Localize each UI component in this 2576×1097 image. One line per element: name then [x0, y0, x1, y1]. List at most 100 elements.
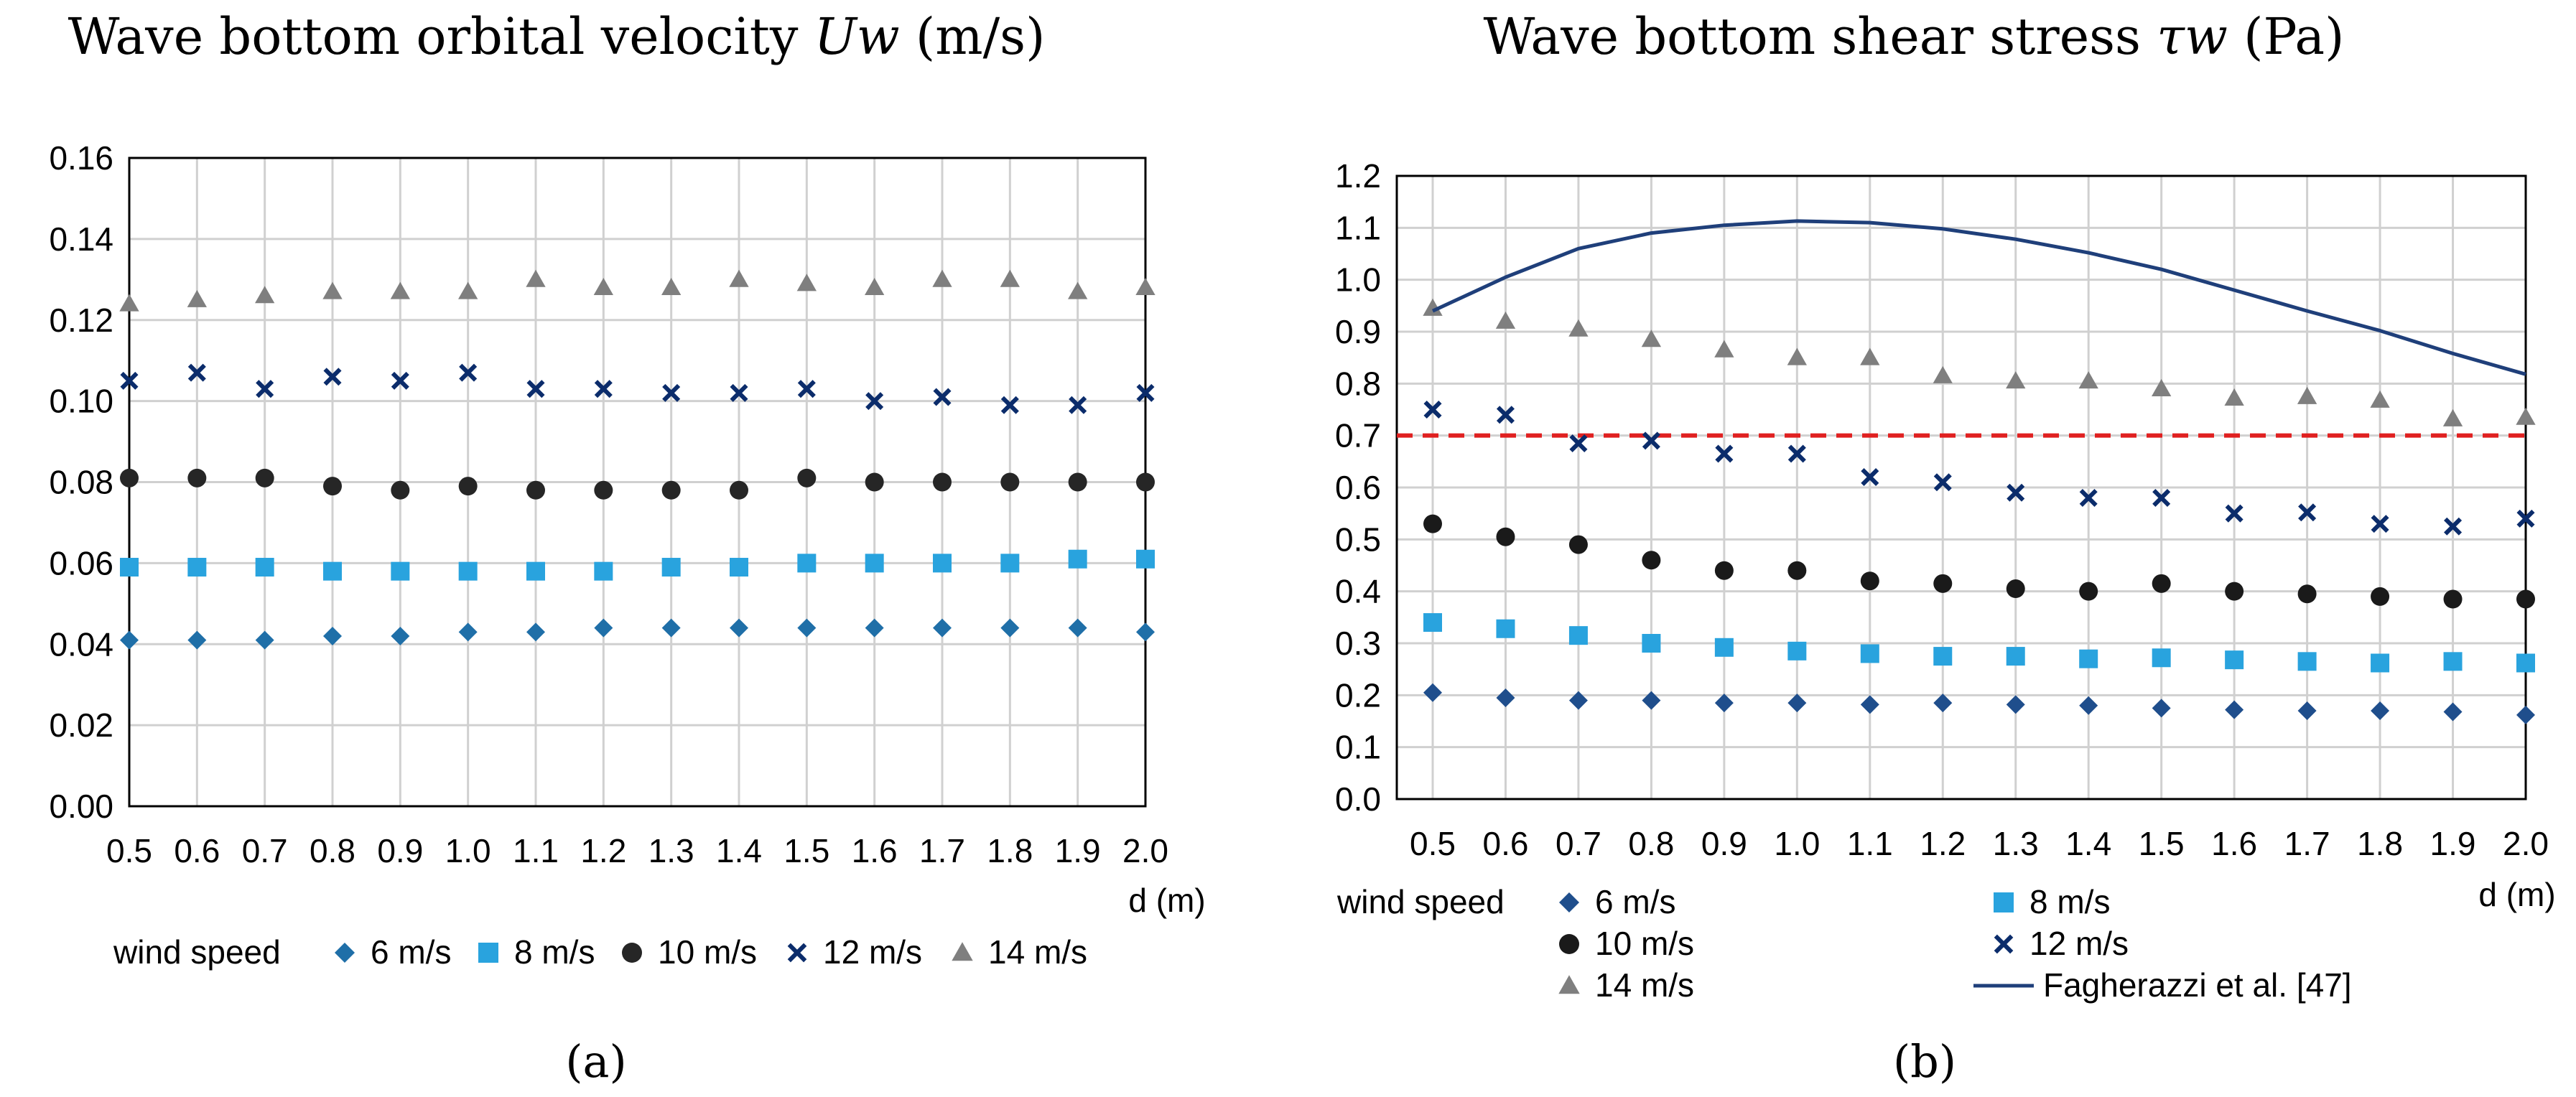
chart-a-x-tick-label: 2.0: [1122, 832, 1168, 869]
chart-b-series-14-m-s-point: [2516, 407, 2536, 425]
chart-b-series-8-m-s-point: [2152, 648, 2171, 668]
chart-a-series-14-m-s-point: [458, 281, 478, 299]
chart-a-series-8-m-s-point: [1136, 549, 1155, 569]
chart-a-legend-label: 8 m/s: [514, 933, 595, 971]
chart-a-series-6-m-s-point: [661, 618, 681, 638]
chart-b-y-tick-label: 0.1: [1335, 729, 1381, 766]
chart-b-series-6-m-s-point: [2516, 705, 2535, 724]
chart-a-series-8-m-s-point: [594, 561, 613, 581]
chart-a-series-10-m-s-point: [323, 477, 342, 496]
chart-a-x-tick-label: 1.3: [648, 832, 694, 869]
chart-a-series-12-m-s-point: [933, 388, 952, 406]
chart-a-series-8-m-s-point: [730, 558, 748, 577]
chart-b-series-12-m-s-point: [1715, 444, 1734, 463]
chart-a-series-12-m-s-point: [391, 371, 409, 390]
chart-a-legend-marker-cross: [787, 943, 807, 963]
chart-b-series-10-m-s-point: [1860, 571, 1879, 591]
chart-a-series-6-m-s-point: [458, 622, 478, 642]
chart-a-series-10-m-s-point: [458, 477, 478, 496]
chart-b-series-6-m-s-point: [2225, 700, 2244, 719]
chart-a-series-14-m-s-point: [119, 294, 139, 312]
chart-a-legend-marker-circle: [622, 943, 642, 963]
chart-b-series-12-m-s-point: [1787, 444, 1806, 463]
chart-a-series-14-m-s-point: [1000, 269, 1020, 287]
chart-b-series-8-m-s-point: [1787, 641, 1807, 660]
chart-a-series-6-m-s-point: [933, 618, 952, 638]
chart-a-series-14-m-s-point: [932, 269, 952, 287]
chart-b-series-14-m-s-point: [2370, 390, 2390, 408]
chart-b-series-6-m-s-point: [1787, 694, 1807, 713]
chart-b-series-12-m-s-point: [2516, 509, 2535, 528]
chart-a-x-tick-label: 1.2: [580, 832, 626, 869]
chart-b-series-14-m-s-point: [1568, 319, 1589, 337]
chart-b-series-6-m-s-point: [1568, 691, 1588, 710]
chart-b-legend-marker-square: [1994, 892, 2014, 912]
chart-b-series-14-m-s-point: [2078, 371, 2098, 389]
chart-b-series-6-m-s-point: [2152, 699, 2171, 718]
chart-a-series-8-m-s-point: [661, 558, 681, 577]
chart-b-series-8-m-s-point: [2443, 652, 2463, 671]
chart-a-series-6-m-s-point: [526, 622, 545, 642]
chart-a-series-6-m-s-point: [594, 618, 613, 638]
chart-a-series-10-m-s-point: [865, 472, 884, 492]
chart-a-series-10-m-s-point: [391, 480, 410, 500]
chart-b-series-6-m-s-point: [1496, 688, 1515, 707]
chart-b-legend-label: Fagherazzi et al. [47]: [2043, 966, 2352, 1004]
chart-b-x-tick-label: 0.5: [1410, 825, 1456, 862]
chart-b-series-10-m-s-point: [2371, 587, 2390, 606]
chart-b-series-12-m-s-point: [2079, 488, 2098, 507]
chart-a-series-6-m-s-point: [1068, 618, 1087, 638]
chart-a-panel-label: (a): [565, 1035, 626, 1088]
chart-a-series-12-m-s-point: [256, 380, 274, 398]
chart-b-plot-frame: [1395, 174, 2527, 800]
chart-a-series-6-m-s-point: [391, 626, 410, 645]
chart-b-series-12-m-s-point: [2444, 517, 2463, 536]
chart-b-series-8-m-s-point: [2225, 650, 2244, 670]
chart-b-series-10-m-s-point: [1642, 551, 1661, 570]
chart-b-series-6-m-s-point: [2443, 702, 2463, 722]
chart-a-series-12-m-s-point: [797, 380, 816, 398]
chart-a-plot-area: 0.00 0.02 0.04 0.06 0.08 0.10 0.12 0.14 0.16 0.5 0…: [49, 139, 1168, 869]
chart-a-series-14-m-s-point: [593, 277, 613, 295]
chart-b-x-tick-label: 2.0: [2503, 825, 2549, 862]
chart-a-y-tick-label: 0.10: [49, 383, 113, 420]
chart-a-series-12-m-s-point: [594, 380, 613, 398]
chart-b-y-tick-label: 0.4: [1335, 573, 1381, 610]
chart-b-x-tick-label: 0.9: [1701, 825, 1747, 862]
chart-b-series-6-m-s-point: [2079, 696, 2098, 715]
chart-b-x-axis-label: d (m): [2478, 876, 2555, 913]
chart-a-series-10-m-s-point: [594, 480, 613, 500]
chart-b-series-8-m-s-point: [2006, 647, 2025, 666]
chart-b-x-tick-label: 1.7: [2284, 825, 2330, 862]
chart-b-series-10-m-s-point: [2443, 589, 2463, 609]
chart-b-series-14-m-s-point: [1495, 311, 1516, 329]
chart-b-series-12-m-s-point: [2007, 483, 2025, 502]
chart-b-legend-label: 6 m/s: [1595, 883, 1675, 920]
chart-b-x-tick-label: 0.6: [1482, 825, 1528, 862]
chart-b-legend-item-fagherazzi-et-al-47: Fagherazzi et al. [47]: [1973, 966, 2352, 1004]
chart-a-legend-item-8-m-s: 8 m/s: [478, 933, 595, 971]
chart-b-legend-label: 8 m/s: [2029, 883, 2110, 920]
chart-a-legend-item-14-m-s: 14 m/s: [952, 933, 1087, 971]
chart-b-series-10-m-s-point: [1568, 535, 1588, 554]
chart-b-legend-item-6-m-s: 6 m/s: [1559, 883, 1675, 920]
chart-b-legend-marker-cross: [1994, 934, 2014, 954]
chart-b-series-8-m-s-point: [1423, 613, 1442, 632]
chart-b-series-6-m-s-point: [2297, 701, 2317, 721]
chart-b-series-14-m-s-point: [1641, 330, 1662, 347]
chart-b-legend-label: 14 m/s: [1595, 966, 1694, 1004]
chart-b-series-14-m-s-point: [1787, 347, 1807, 365]
chart-b-series-8-m-s-point: [2297, 652, 2317, 671]
chart-a-legend-label: 10 m/s: [658, 933, 757, 971]
chart-b-y-tick-label: 0.5: [1335, 521, 1381, 558]
chart-b-series-12-m-s-point: [1642, 431, 1660, 450]
chart-a-x-tick-label: 1.6: [852, 832, 898, 869]
chart-b-series-10-m-s-point: [1933, 574, 1953, 593]
chart-a-series-14-m-s-point: [390, 281, 410, 299]
chart-a-x-tick-label: 1.8: [987, 832, 1033, 869]
chart-a-legend-title: wind speed: [113, 933, 281, 971]
chart-b-series-10-m-s-point: [1714, 561, 1734, 580]
chart-a-series-8-m-s-point: [933, 554, 952, 573]
chart-a-series-14-m-s-point: [322, 281, 343, 299]
chart-b-series-12-m-s-point: [2298, 503, 2317, 522]
